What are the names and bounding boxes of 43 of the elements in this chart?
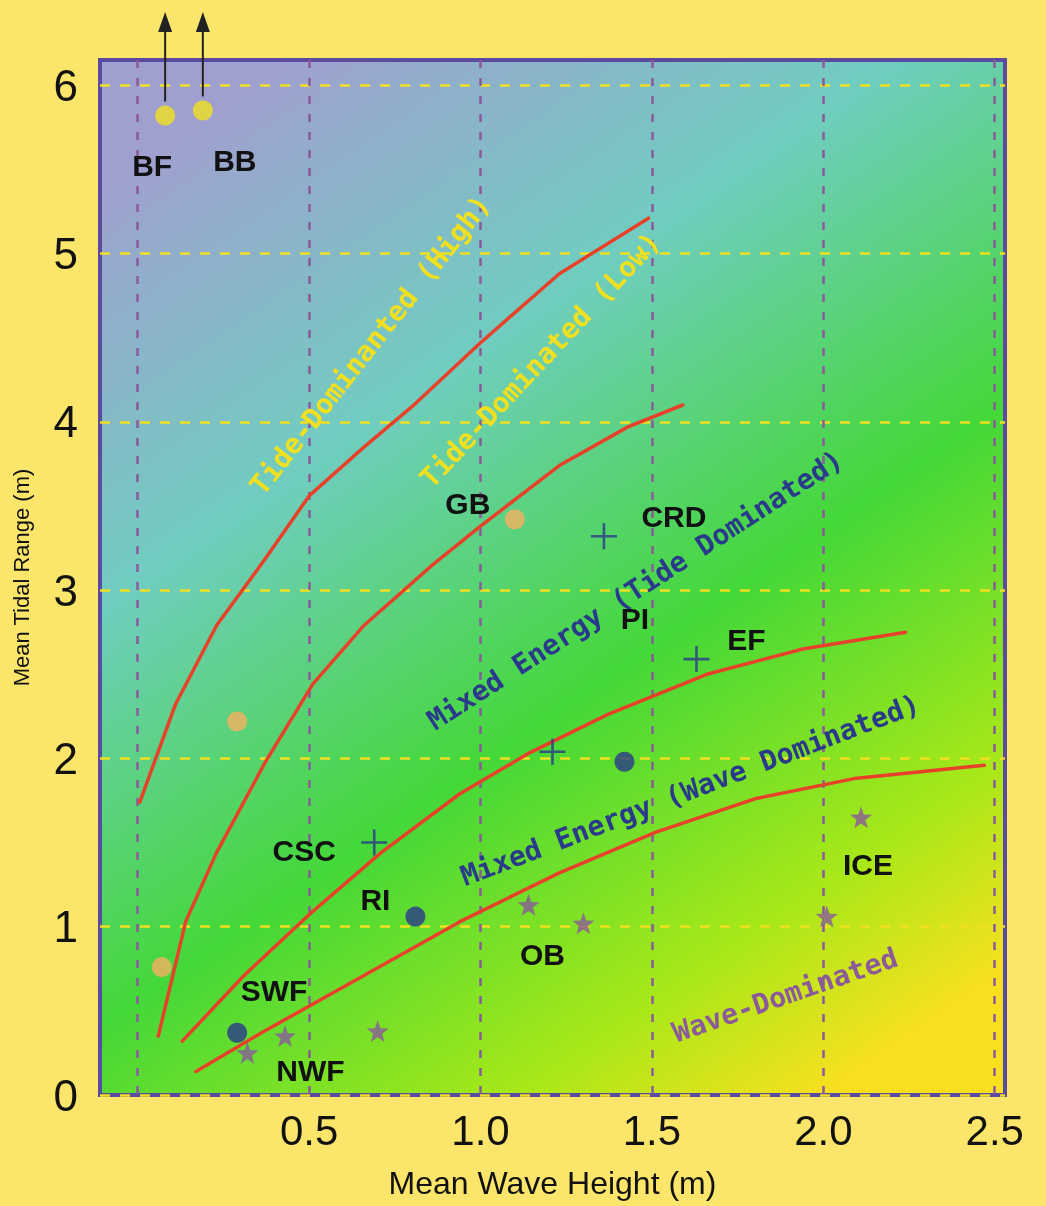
y-tick-label: 3	[53, 565, 78, 615]
point	[850, 806, 873, 829]
annotation: BB	[213, 143, 257, 177]
x-tick-label: 0.5	[279, 1106, 339, 1154]
point	[539, 738, 566, 765]
annotation: NWF	[276, 1054, 345, 1088]
x-tick-label: 2.0	[794, 1106, 853, 1154]
annotation: EF	[727, 622, 766, 656]
x-axis-title: Mean Wave Height (m)	[388, 1165, 717, 1201]
y-tick-label: 4	[53, 397, 78, 447]
annotation: SWF	[240, 974, 308, 1008]
point	[151, 957, 172, 978]
annotation: OB	[520, 938, 565, 972]
annotation: BF	[132, 149, 173, 183]
y-tick-label: 6	[53, 60, 78, 110]
annotation: CSC	[272, 834, 336, 868]
point	[405, 906, 426, 927]
point	[236, 1041, 259, 1064]
x-tick-label: 2.5	[965, 1106, 1024, 1154]
point	[361, 829, 388, 856]
point	[815, 905, 838, 928]
point	[227, 711, 248, 732]
point	[366, 1020, 389, 1043]
point	[155, 105, 176, 126]
x-tick-label: 1.5	[622, 1106, 682, 1154]
y-tick-label: 0	[53, 1070, 78, 1120]
y-axis-title: Mean Tidal Range (m)	[8, 468, 34, 687]
point	[504, 509, 525, 530]
point	[614, 751, 635, 772]
point	[192, 100, 213, 121]
annotation: RI	[360, 883, 391, 917]
y-tick-label: 2	[53, 733, 78, 783]
y-tick-label: 1	[53, 902, 78, 952]
point	[274, 1025, 297, 1048]
x-tick-label: 1.0	[451, 1106, 510, 1154]
point	[227, 1022, 248, 1043]
point	[572, 912, 595, 935]
annotation: ICE	[843, 847, 894, 881]
y-tick-label: 5	[53, 229, 78, 279]
point	[517, 893, 540, 916]
point	[590, 523, 617, 550]
annotation: GB	[445, 486, 491, 520]
point	[683, 646, 710, 673]
